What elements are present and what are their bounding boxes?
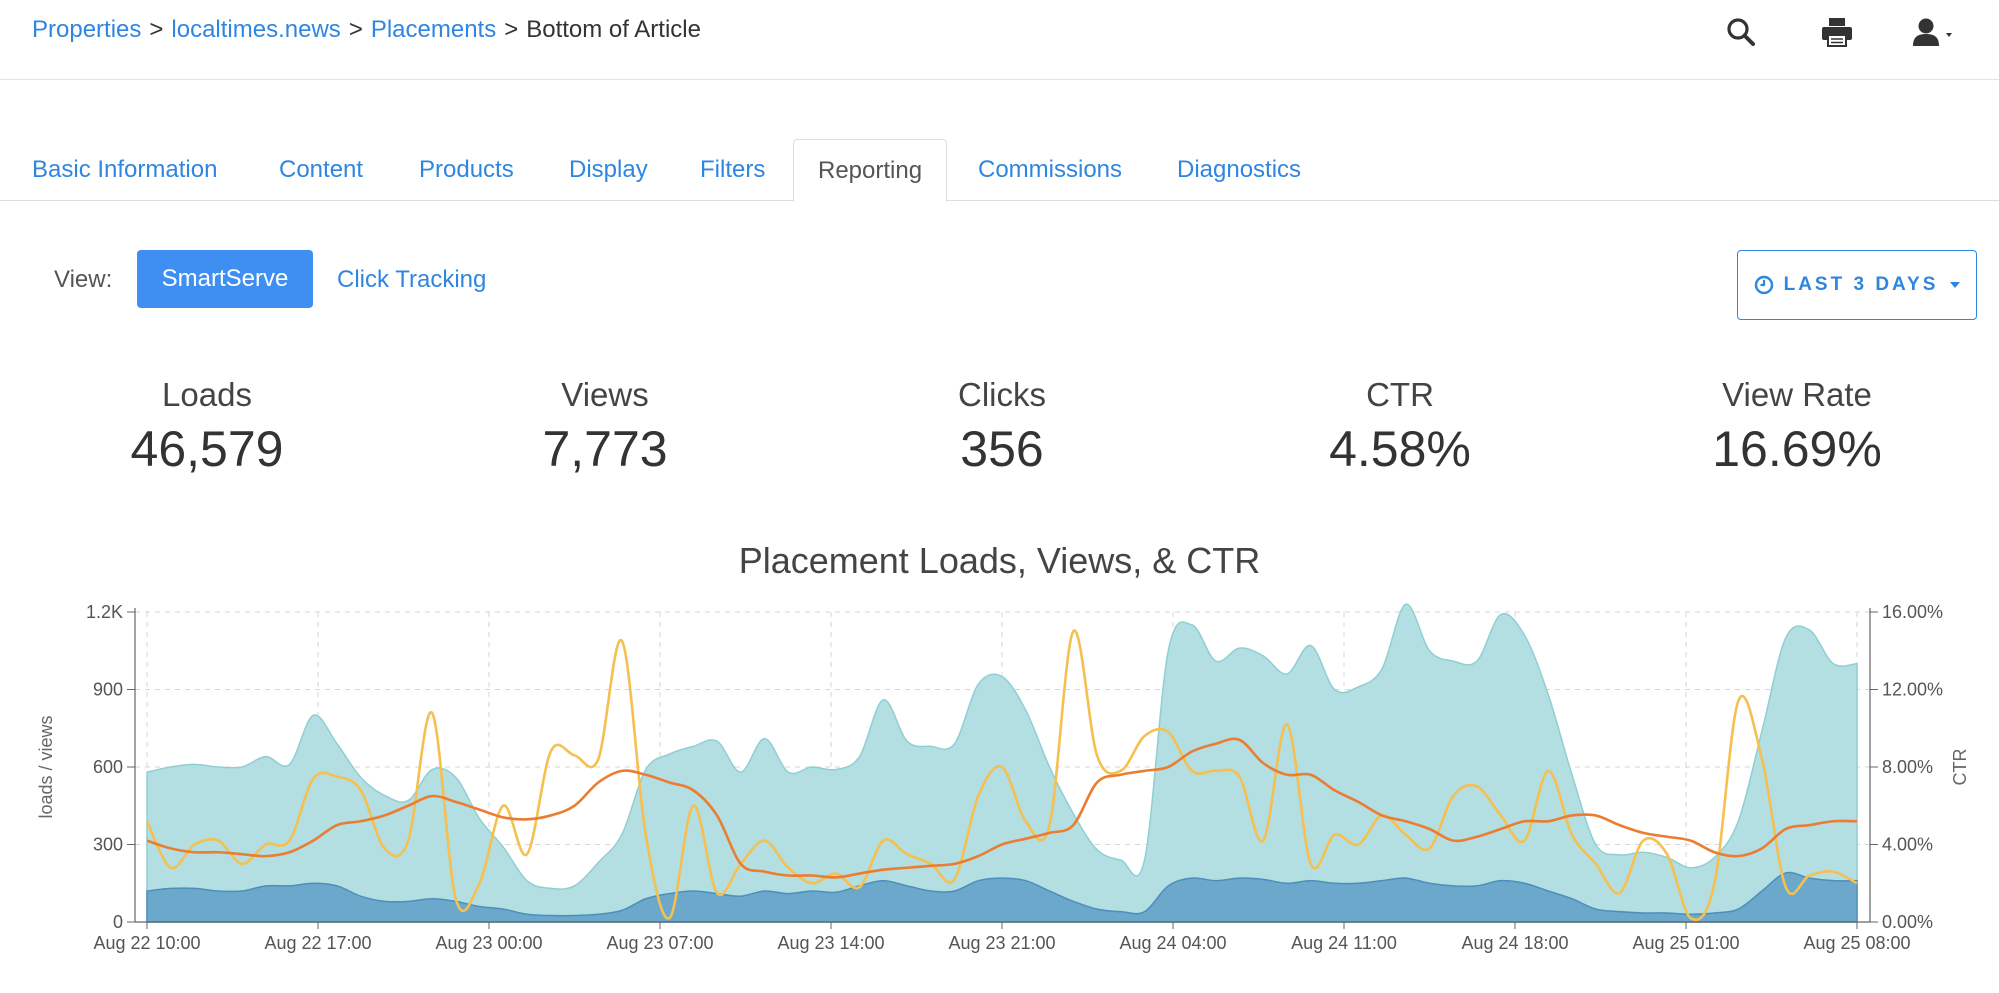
x-tick-label: Aug 25 08:00 bbox=[1803, 933, 1910, 953]
x-tick-label: Aug 24 11:00 bbox=[1291, 933, 1397, 953]
top-bar: Properties > localtimes.news > Placement… bbox=[0, 0, 1999, 80]
user-menu-icon[interactable] bbox=[1885, 12, 1981, 52]
stat-value: 16.69% bbox=[1712, 421, 1882, 477]
tab-commissions[interactable]: Commissions bbox=[978, 156, 1123, 183]
breadcrumb: Properties > localtimes.news > Placement… bbox=[32, 16, 701, 44]
x-tick-label: Aug 23 00:00 bbox=[435, 933, 542, 953]
views-area bbox=[146, 871, 1858, 923]
breadcrumb-separator: > bbox=[504, 16, 519, 43]
placement-chart: 0 300 600 900 1.2K 0.00% 4.00% 8.00% 12.00% 16.00… bbox=[36, 602, 1970, 953]
y2-tick-label: 16.00% bbox=[1882, 602, 1943, 622]
tab-products[interactable]: Products bbox=[419, 156, 514, 183]
x-tick-label: Aug 22 17:00 bbox=[264, 933, 371, 953]
tab-bar: Basic Information Content Products Displ… bbox=[0, 139, 1999, 202]
chevron-down-icon bbox=[1950, 282, 1961, 288]
ctr-line bbox=[145, 629, 1858, 922]
smartserve-button[interactable]: SmartServe bbox=[137, 250, 313, 308]
y2-axis-label: CTR bbox=[1950, 749, 1970, 786]
print-icon[interactable] bbox=[1789, 12, 1885, 52]
tab-basic-information[interactable]: Basic Information bbox=[32, 156, 218, 183]
stats-row: Loads 46,579 Views 7,773 Clicks 356 CTR … bbox=[0, 376, 1999, 496]
x-tick-label: Aug 25 01:00 bbox=[1632, 933, 1739, 953]
y-tick-label: 900 bbox=[93, 680, 123, 700]
tab-content[interactable]: Content bbox=[279, 156, 364, 183]
stat-label: Loads bbox=[162, 376, 252, 413]
y-tick-label: 0 bbox=[113, 912, 123, 932]
clock-icon bbox=[1754, 275, 1773, 295]
x-tick-label: Aug 23 14:00 bbox=[777, 933, 884, 953]
chart-title: Placement Loads, Views, & CTR bbox=[738, 540, 1261, 581]
y2-tick-label: 4.00% bbox=[1882, 835, 1933, 855]
click-tracking-link[interactable]: Click Tracking bbox=[337, 266, 487, 293]
y2-tick-label: 8.00% bbox=[1882, 757, 1933, 777]
stat-label: Clicks bbox=[958, 376, 1046, 413]
ctr-trend-line bbox=[146, 737, 1858, 879]
stat-ctr: CTR 4.58% bbox=[1250, 376, 1550, 478]
stat-view-rate: View Rate 16.69% bbox=[1647, 376, 1947, 478]
stat-label: Views bbox=[561, 376, 649, 413]
x-tick-label: Aug 23 21:00 bbox=[948, 933, 1055, 953]
view-label: View: bbox=[54, 266, 113, 293]
x-tick-label: Aug 23 07:00 bbox=[606, 933, 713, 953]
search-icon[interactable] bbox=[1693, 12, 1789, 52]
breadcrumb-separator: > bbox=[149, 16, 164, 43]
stat-loads: Loads 46,579 bbox=[57, 376, 357, 478]
tab-diagnostics[interactable]: Diagnostics bbox=[1177, 156, 1302, 183]
date-range-button[interactable]: LAST 3 DAYS bbox=[1737, 250, 1977, 320]
y2-tick-label: 0.00% bbox=[1882, 912, 1933, 932]
y-tick-label: 600 bbox=[93, 757, 123, 777]
stat-label: CTR bbox=[1366, 376, 1434, 413]
loads-area bbox=[146, 603, 1858, 923]
stat-value: 4.58% bbox=[1329, 421, 1471, 477]
breadcrumb-property[interactable]: localtimes.news bbox=[171, 16, 341, 43]
stat-clicks: Clicks 356 bbox=[852, 376, 1152, 478]
breadcrumb-placements[interactable]: Placements bbox=[370, 16, 497, 43]
y2-tick-label: 12.00% bbox=[1882, 680, 1943, 700]
tab-filters[interactable]: Filters bbox=[700, 156, 766, 183]
x-tick-label: Aug 24 04:00 bbox=[1119, 933, 1226, 953]
y-axis-label: loads / views bbox=[36, 715, 56, 818]
breadcrumb-properties[interactable]: Properties bbox=[32, 16, 142, 43]
y-tick-label: 1.2K bbox=[86, 602, 123, 622]
tab-display[interactable]: Display bbox=[569, 156, 648, 183]
stat-value: 7,773 bbox=[542, 421, 668, 477]
x-tick-label: Aug 24 18:00 bbox=[1461, 933, 1568, 953]
x-tick-label: Aug 22 10:00 bbox=[93, 933, 200, 953]
breadcrumb-current: Bottom of Article bbox=[526, 16, 701, 43]
stat-label: View Rate bbox=[1722, 376, 1872, 413]
y-tick-label: 300 bbox=[93, 835, 123, 855]
tab-reporting[interactable]: Reporting bbox=[793, 139, 948, 202]
stat-views: Views 7,773 bbox=[455, 376, 755, 478]
stat-value: 356 bbox=[960, 421, 1044, 477]
date-range-label: LAST 3 DAYS bbox=[1783, 274, 1939, 295]
breadcrumb-separator: > bbox=[348, 16, 363, 43]
stat-value: 46,579 bbox=[130, 421, 284, 477]
